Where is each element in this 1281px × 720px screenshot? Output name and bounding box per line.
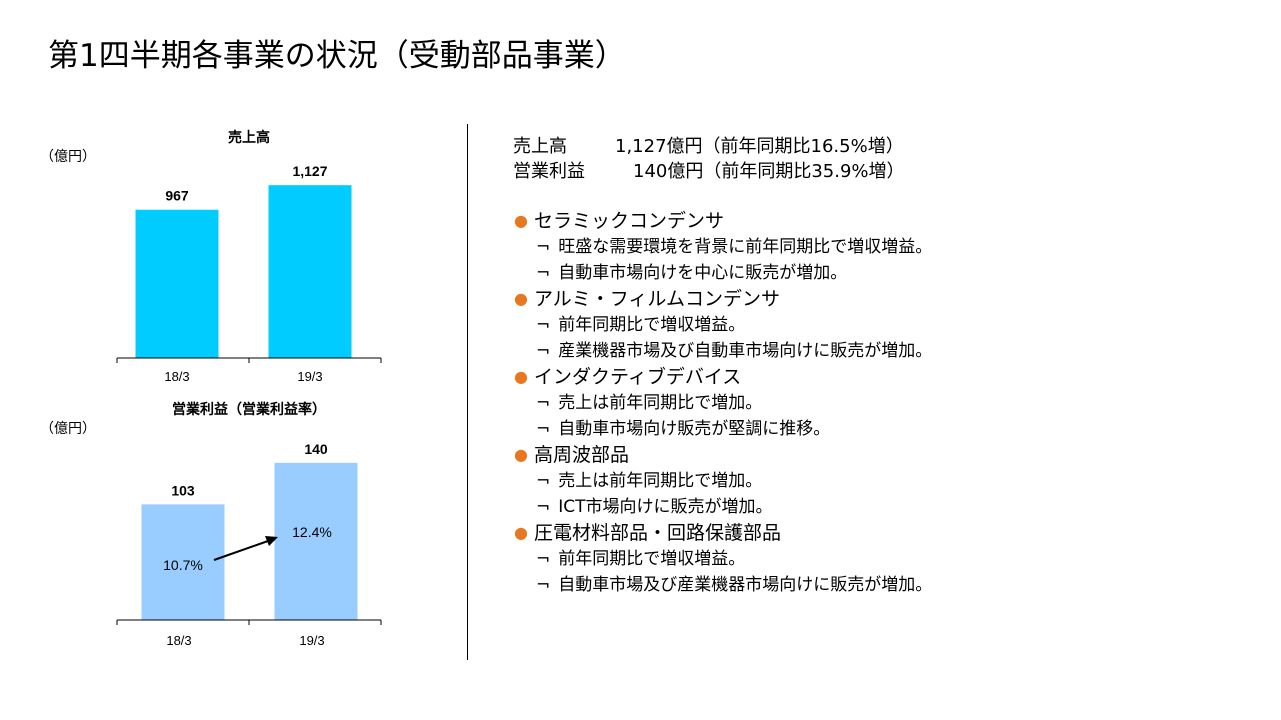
chart-title: 営業利益（営業利益率） [172,401,326,417]
bar [141,504,225,620]
summary-row-profit: 営業利益 140億円（前年同期比35.9%増） [513,159,905,184]
profit-chart: 営業利益（営業利益率） 103 18/3 140 19/3 10.7% 12.4% [0,396,460,658]
sub-bullet-icon: ¬ [536,341,551,361]
sub-bullet-icon: ¬ [536,549,551,569]
category-tick-label: 18/3 [166,633,191,648]
segment-item: ¬ 自動車市場及び産業機器市場向けに販売が増加。 [536,575,933,595]
unit-label-bottom: （億円） [40,421,96,437]
summary-value: 1,127億円（前年同期比16.5%増） [615,136,904,157]
chart-title: 売上高 [228,129,270,145]
profit-chart-svg: 営業利益（営業利益率） 103 18/3 140 19/3 10.7% 12.4% [116,401,382,648]
segment-heading: ● インダクティブデバイス [514,366,742,388]
sales-chart: 売上高 967 18/3 1,127 19/3 [0,120,460,390]
sub-bullet-icon: ¬ [536,419,551,439]
sub-bullet-icon: ¬ [536,393,551,413]
category-tick-label: 18/3 [164,369,189,384]
category-tick-label: 19/3 [299,633,324,648]
bullet-icon: ● [514,211,528,230]
bullet-icon: ● [514,289,528,308]
sub-bullet-icon: ¬ [536,497,551,517]
category-tick-label: 19/3 [297,369,322,384]
segment-item: ¬ 売上は前年同期比で増加。 [536,471,763,491]
bar-value-label: 967 [165,188,189,204]
bar-value-label: 103 [171,482,195,498]
vertical-divider [467,124,468,660]
summary-value: 140億円（前年同期比35.9%増） [633,161,905,182]
trend-arrow-line [213,540,269,561]
sales-chart-svg: 売上高 967 18/3 1,127 19/3 [116,129,382,384]
segment-item: ¬ 前年同期比で増収増益。 [536,315,746,335]
bar [268,185,352,358]
segment-item: ¬ 旺盛な需要環境を背景に前年同期比で増収増益。 [536,237,933,257]
sub-bullet-icon: ¬ [536,315,551,335]
summary-label: 売上高 [513,136,567,157]
sub-bullet-icon: ¬ [536,237,551,257]
bullet-icon: ● [514,367,528,386]
segment-heading: ● アルミ・フィルムコンデンサ [514,288,781,310]
bar [135,209,219,358]
segment-item: ¬ 産業機器市場及び自動車市場向けに販売が増加。 [536,341,933,361]
bullet-icon: ● [514,445,528,464]
bar-value-label: 1,127 [292,163,327,179]
summary-block: 売上高 1,127億円（前年同期比16.5%増） 営業利益 140億円（前年同期比3… [513,134,905,184]
segment-heading: ● セラミックコンデンサ [514,210,725,232]
bar-value-label: 140 [304,441,328,457]
sub-bullet-icon: ¬ [536,263,551,283]
page-title: 第1四半期各事業の状況（受動部品事業） [48,38,626,74]
segment-list: ● セラミックコンデンサ ¬ 旺盛な需要環境を背景に前年同期比で増収増益。 ¬ 自動車… [514,208,932,598]
segment-heading: ● 圧電材料部品・回路保護部品 [514,522,782,544]
summary-row-sales: 売上高 1,127億円（前年同期比16.5%増） [513,134,905,159]
segment-item: ¬ 売上は前年同期比で増加。 [536,393,763,413]
segment-item: ¬ 自動車市場向けを中心に販売が増加。 [536,263,848,283]
sub-bullet-icon: ¬ [536,575,551,595]
segment-heading: ● 高周波部品 [514,444,630,466]
segment-item: ¬ 前年同期比で増収増益。 [536,549,746,569]
unit-label-top: （億円） [40,149,96,165]
segment-item: ¬ ICT市場向けに販売が増加。 [536,497,773,517]
bar [274,462,358,620]
sub-bullet-icon: ¬ [536,471,551,491]
summary-label: 営業利益 [513,161,585,182]
bullet-icon: ● [514,523,528,542]
trend-arrow-head-icon [265,536,278,546]
segment-item: ¬ 自動車市場向け販売が堅調に推移。 [536,419,831,439]
margin-rate-label: 10.7% [163,557,203,573]
margin-rate-label: 12.4% [292,524,332,540]
